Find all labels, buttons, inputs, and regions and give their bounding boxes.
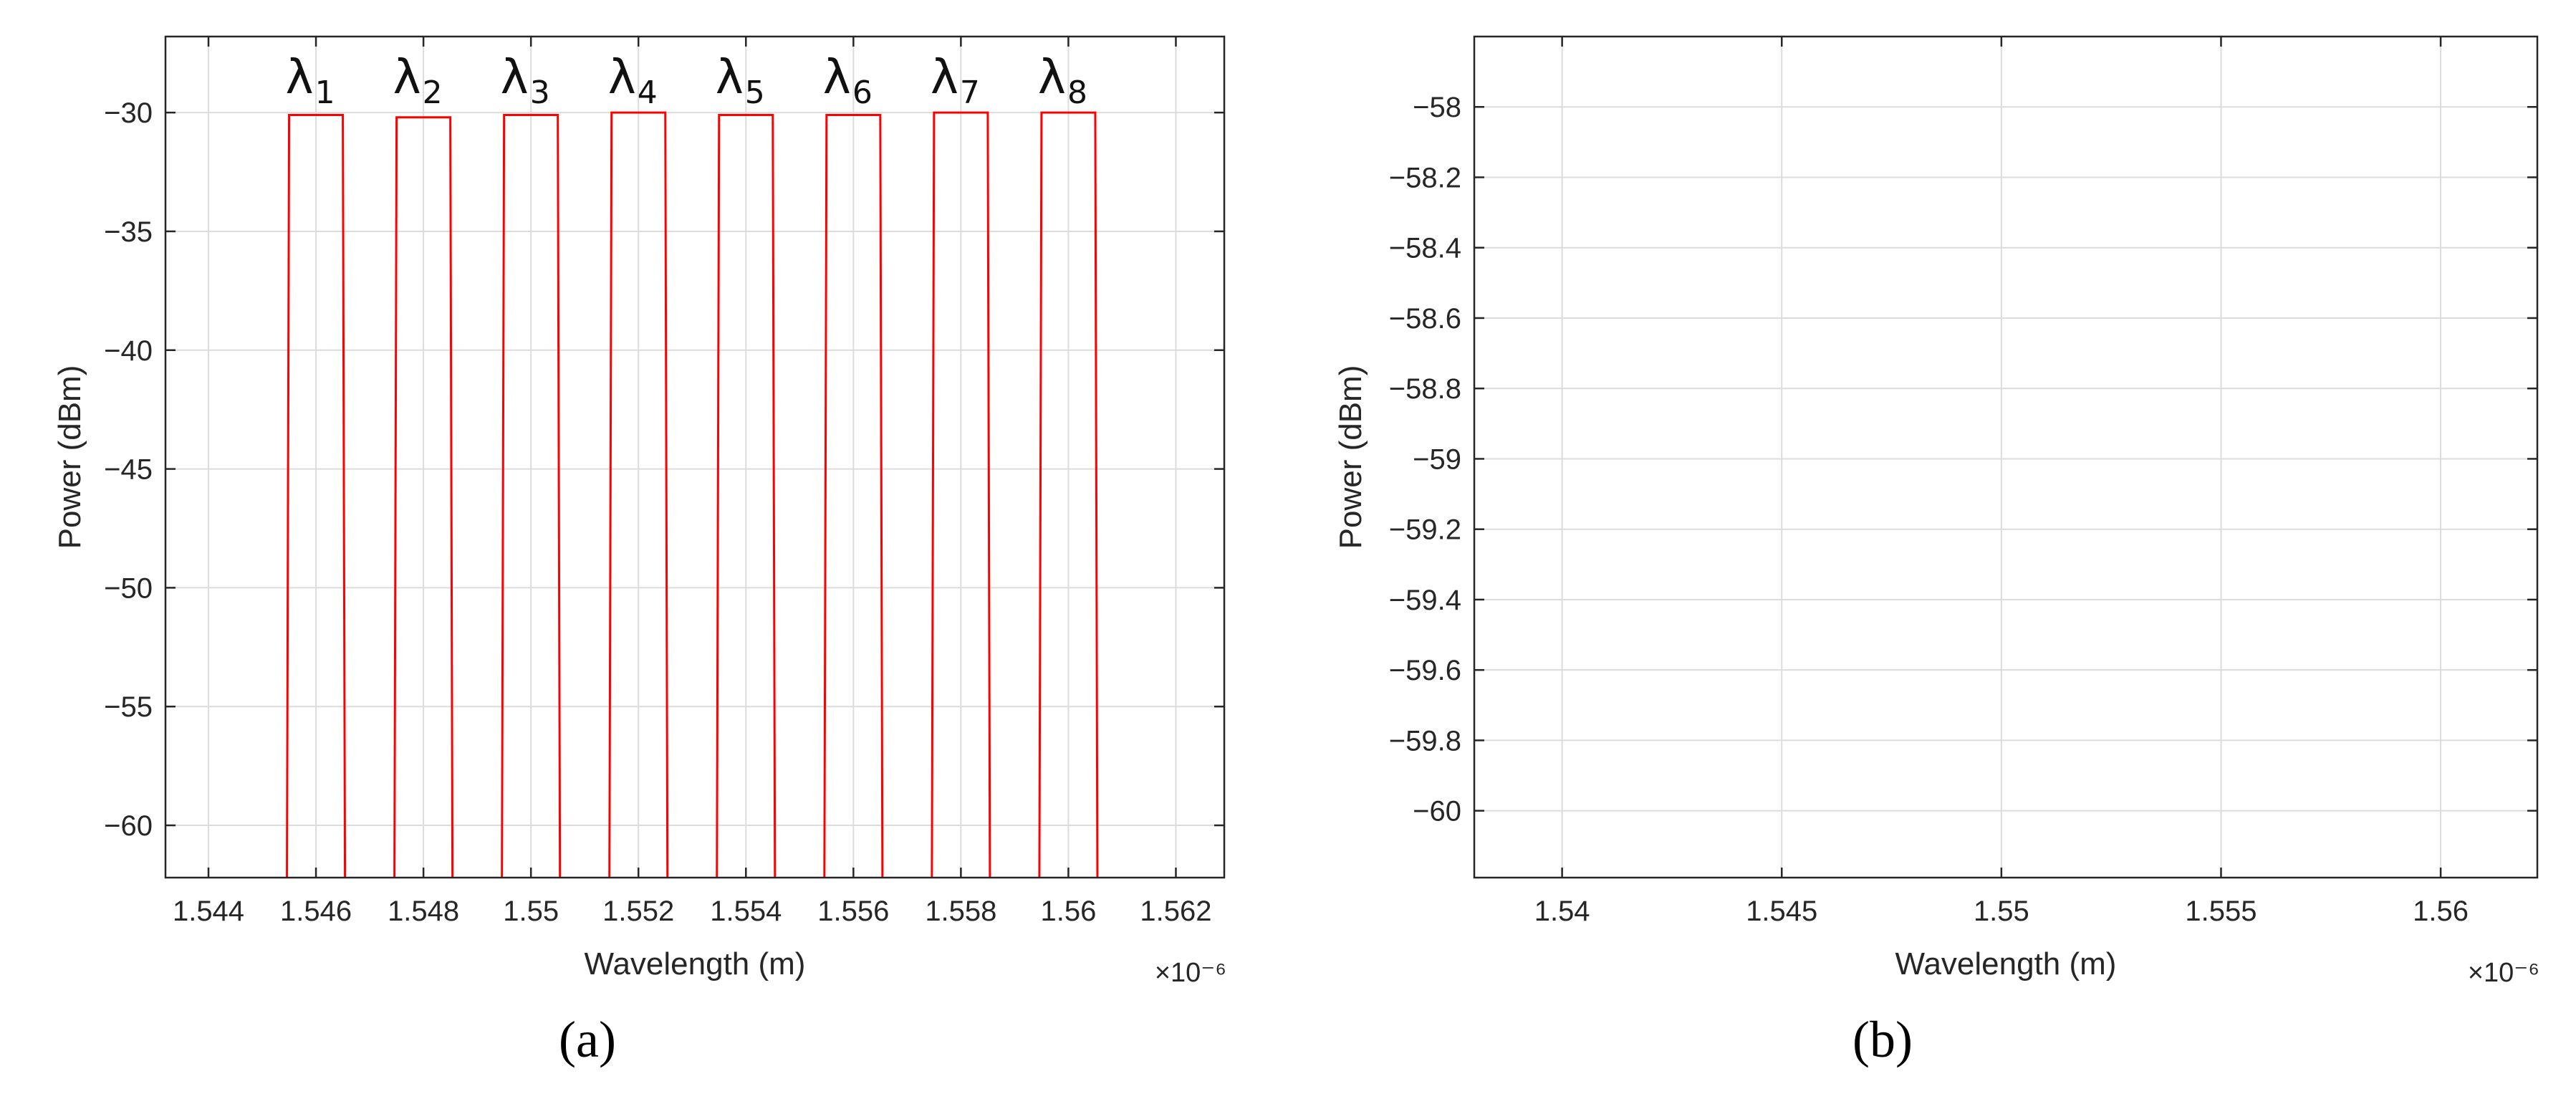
y-tick-label: −40 [104, 335, 153, 367]
panel-a-xlabel: Wavelength (m) [585, 946, 806, 981]
x-tick-label: 1.562 [1140, 896, 1211, 927]
channel-7-spectrum [931, 111, 991, 878]
panel-b-ylabel: Power (dBm) [1333, 365, 1368, 549]
panel-a-x-exponent: ×10⁻⁶ [1155, 958, 1226, 988]
channel-4-spectrum [608, 111, 669, 878]
x-tick-label: 1.56 [2413, 896, 2469, 927]
y-tick-label: −58 [1413, 92, 1461, 123]
channel-5-spectrum [716, 113, 777, 878]
x-tick-label: 1.55 [1974, 896, 2029, 927]
panel-a-ylabel: Power (dBm) [52, 365, 87, 549]
channel-1-subscript: 1 [315, 75, 335, 111]
panel-b-axes-box [1473, 35, 2539, 879]
channel-2-subscript: 2 [423, 75, 443, 111]
channel-4-subscript: 4 [638, 75, 658, 111]
panel-b-plot: 1.54 1.545 1.55 1.555 1.56 −58 −58.2 −58.4 −58.6… [1333, 35, 2539, 1068]
panel-b-x-exponent: ×10⁻⁶ [2468, 958, 2539, 988]
y-tick-label: −45 [104, 454, 153, 486]
panel-a-series [286, 111, 1099, 878]
y-tick-label: −58.8 [1389, 373, 1461, 405]
y-tick-label: −59 [1413, 443, 1461, 475]
panel-b-plot-area [1474, 37, 2537, 878]
y-tick-label: −58.6 [1389, 303, 1461, 335]
channel-3-spectrum [501, 113, 562, 878]
y-tick-label: −58.2 [1389, 162, 1461, 193]
channel-1-spectrum [286, 113, 347, 878]
panel-a-ticks: 1.544 1.546 1.548 1.55 1.552 1.554 1.556 1.558 1… [104, 37, 1224, 927]
panel-a-plot-area [165, 37, 1224, 878]
panel-a-grid [165, 37, 1224, 878]
channel-7-subscript: 7 [960, 75, 980, 111]
y-tick-label: −60 [104, 810, 153, 842]
x-tick-label: 1.548 [388, 896, 459, 927]
panel-a-caption: (a) [559, 1011, 616, 1068]
panel-b-caption: (b) [1852, 1011, 1913, 1068]
x-tick-label: 1.56 [1040, 896, 1096, 927]
x-tick-label: 1.555 [2185, 896, 2257, 927]
y-tick-label: −55 [104, 691, 153, 723]
x-tick-label: 1.54 [1534, 896, 1590, 927]
y-tick-label: −30 [104, 97, 153, 129]
x-tick-label: 1.545 [1746, 896, 1817, 927]
x-tick-label: 1.544 [173, 896, 244, 927]
channel-3-subscript: 3 [530, 75, 550, 111]
x-tick-label: 1.552 [602, 896, 674, 927]
x-tick-label: 1.554 [710, 896, 782, 927]
y-tick-label: −59.4 [1389, 585, 1461, 616]
panel-b-ticks: 1.54 1.545 1.55 1.555 1.56 −58 −58.2 −58.4 −58.6… [1389, 37, 2537, 927]
panel-b-xlabel: Wavelength (m) [1895, 946, 2117, 981]
channel-6-subscript: 6 [852, 75, 873, 111]
y-tick-label: −35 [104, 216, 153, 248]
panel-a-axes-box [164, 35, 1226, 879]
channel-6-spectrum [823, 113, 884, 878]
y-tick-label: −60 [1413, 796, 1461, 827]
panel-a-plot: 1.544 1.546 1.548 1.55 1.552 1.554 1.556 1.558 1… [52, 35, 1226, 1068]
x-tick-label: 1.546 [280, 896, 352, 927]
x-tick-label: 1.556 [817, 896, 889, 927]
y-tick-label: −59.2 [1389, 514, 1461, 546]
x-tick-label: 1.558 [925, 896, 996, 927]
channel-2-spectrum [393, 116, 454, 878]
channel-5-subscript: 5 [745, 75, 765, 111]
y-tick-label: −50 [104, 572, 153, 604]
y-tick-label: −59.8 [1389, 725, 1461, 757]
y-tick-label: −59.6 [1389, 655, 1461, 686]
x-tick-label: 1.55 [503, 896, 559, 927]
channel-8-label: λ8 [1038, 49, 1087, 111]
panel-b-grid [1474, 37, 2537, 878]
y-tick-label: −58.4 [1389, 233, 1461, 264]
channel-8-subscript: 8 [1067, 75, 1087, 111]
channel-8-spectrum [1038, 111, 1099, 878]
